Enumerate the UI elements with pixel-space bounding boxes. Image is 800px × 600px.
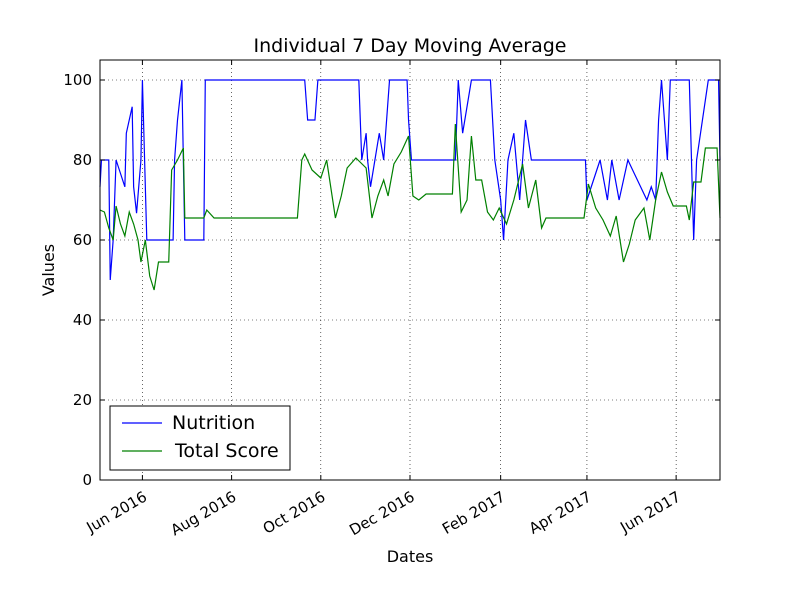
- y-tick-label: 40: [73, 311, 92, 329]
- y-tick-label: 100: [63, 71, 92, 89]
- series-line-nutrition: [99, 79, 721, 281]
- y-tick-label: 60: [73, 231, 92, 249]
- legend-label-total-score: Total Score: [174, 440, 279, 462]
- series-lines: [99, 79, 721, 291]
- x-tick-label: Apr 2017: [526, 488, 595, 538]
- legend: Nutrition Total Score: [109, 405, 291, 471]
- x-tick-label: Jun 2016: [83, 488, 150, 537]
- x-tick-label: Feb 2017: [439, 488, 508, 538]
- x-tick-label: Dec 2016: [346, 488, 417, 540]
- y-tick-label: 0: [82, 471, 92, 489]
- x-tick-label: Oct 2016: [260, 488, 329, 538]
- chart-title: Individual 7 Day Moving Average: [254, 35, 567, 57]
- y-tick-label: 80: [73, 151, 92, 169]
- y-axis-ticks: 0 20 40 60 80 100: [63, 71, 720, 489]
- y-tick-label: 20: [73, 391, 92, 409]
- series-line-total-score: [99, 123, 721, 291]
- legend-box: [109, 405, 291, 471]
- x-tick-label: Aug 2016: [168, 488, 240, 540]
- y-axis-title: Values: [39, 244, 58, 296]
- x-tick-label: Jun 2017: [616, 488, 683, 537]
- legend-label-nutrition: Nutrition: [172, 412, 255, 434]
- x-axis-title: Dates: [387, 547, 434, 566]
